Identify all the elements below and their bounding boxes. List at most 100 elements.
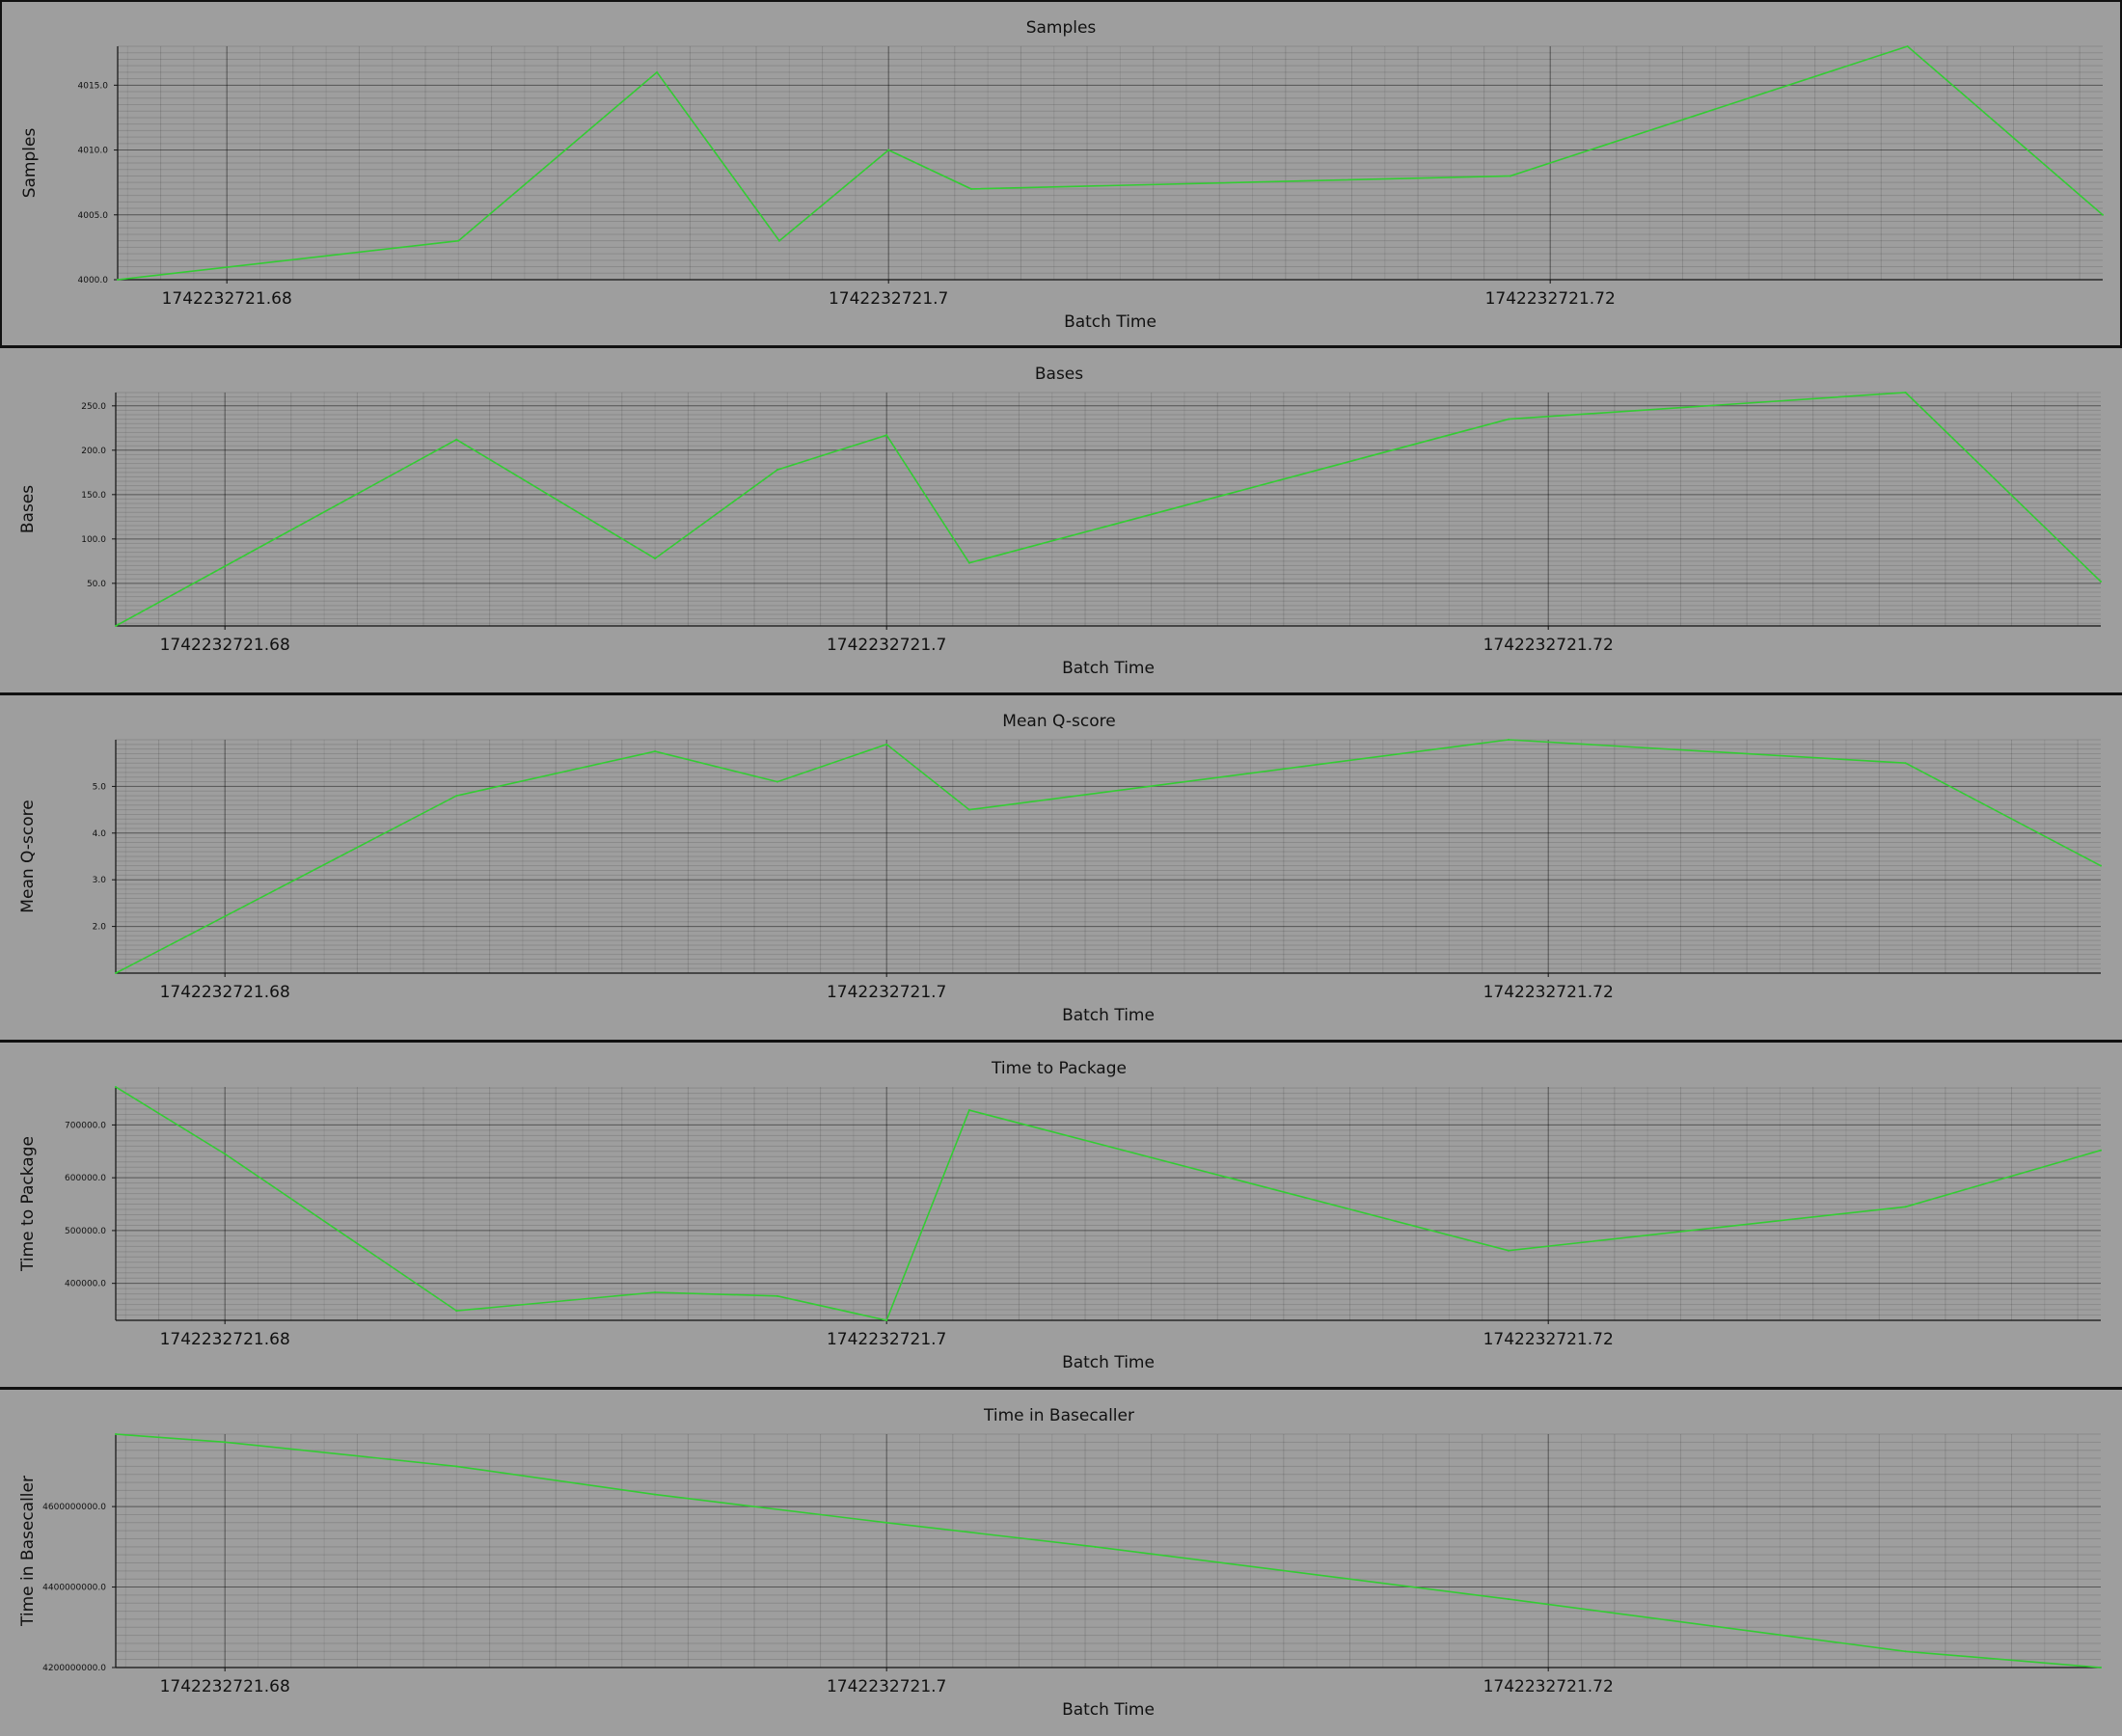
y-tick-label: 4015.0	[78, 81, 109, 91]
data-point	[885, 1521, 888, 1524]
data-point	[1906, 45, 1909, 47]
y-tick-label: 600000.0	[65, 1174, 106, 1183]
data-point	[115, 972, 117, 974]
major-gridlines	[116, 740, 2101, 973]
series-line	[115, 392, 2102, 627]
data-point	[1510, 175, 1512, 177]
data-point	[224, 1153, 227, 1155]
y-tick-label: 400000.0	[65, 1280, 106, 1289]
y-axis-label: Bases	[18, 485, 38, 533]
data-point	[969, 187, 972, 190]
y-tick-label: 4600000000.0	[42, 1503, 106, 1512]
data-point	[115, 1086, 117, 1088]
major-gridlines	[116, 1434, 2101, 1668]
x-axis-label: Batch Time	[1062, 1700, 1155, 1720]
data-point	[2100, 1149, 2102, 1152]
data-point	[2100, 1667, 2102, 1668]
time-to-package-chart: Time to Package Batch Time Time to Package…	[18, 1059, 2102, 1372]
y-tick-label: 4200000000.0	[42, 1664, 106, 1673]
data-point	[967, 1109, 970, 1112]
y-tick-label: 4010.0	[78, 147, 109, 156]
data-point	[654, 557, 657, 560]
x-tick-label: 1742232721.68	[160, 636, 290, 655]
data-point	[1094, 1545, 1097, 1548]
series-line	[115, 1433, 2102, 1668]
x-tick-label: 1742232721.7	[827, 1330, 946, 1349]
panel-divider	[0, 345, 2122, 348]
panel-time-in-basecaller[interactable]: Time in Basecaller Batch Time Time in Base…	[0, 1390, 2122, 1736]
major-gridlines	[116, 393, 2101, 626]
x-tick-label: 1742232721.7	[829, 289, 948, 309]
data-point	[656, 70, 659, 73]
panel-divider	[0, 1387, 2122, 1390]
minor-gridlines	[118, 45, 2103, 281]
data-point	[2100, 580, 2102, 583]
y-tick-label: 150.0	[81, 491, 106, 501]
x-axis-label: Batch Time	[1062, 1006, 1155, 1025]
minor-gridlines	[116, 1433, 2101, 1668]
y-tick-label: 4000.0	[78, 276, 109, 285]
data-point	[1904, 762, 1907, 765]
minor-gridlines	[116, 739, 2101, 974]
data-point	[457, 239, 460, 242]
data-point	[778, 239, 780, 242]
y-tick-label: 700000.0	[65, 1121, 106, 1130]
data-point	[1904, 1650, 1907, 1653]
panel-time-to-package[interactable]: Time to Package Batch Time Time to Package…	[0, 1043, 2122, 1388]
panel-mean-qscore[interactable]: Mean Q-score Batch Time Mean Q-score 174223…	[0, 695, 2122, 1041]
data-point	[117, 279, 119, 281]
chart-title: Mean Q-score	[1002, 712, 1115, 731]
x-axis-label: Batch Time	[1062, 659, 1155, 678]
bases-chart: Bases Batch Time Bases 1742232721.68 1742232…	[18, 365, 2102, 678]
x-tick-label: 1742232721.72	[1483, 636, 1614, 655]
panel-bases[interactable]: Bases Batch Time Bases 1742232721.68 1742232…	[0, 348, 2122, 693]
x-tick-label: 1742232721.68	[160, 1330, 290, 1349]
minor-gridlines	[116, 1087, 2101, 1321]
x-tick-label: 1742232721.7	[827, 636, 946, 655]
data-point	[654, 750, 657, 753]
data-point	[887, 149, 890, 151]
y-tick-label: 4005.0	[78, 211, 109, 221]
y-tick-label: 2.0	[93, 923, 107, 933]
data-point	[776, 469, 778, 472]
y-tick-label: 200.0	[81, 447, 106, 456]
y-tick-label: 4.0	[93, 829, 107, 839]
data-point	[885, 434, 888, 437]
series-line	[115, 1086, 2102, 1321]
panel-samples[interactable]: Samples Batch Time Samples 1742232721.68 174…	[0, 0, 2122, 347]
chart-title: Time to Package	[991, 1059, 1127, 1078]
x-tick-label: 1742232721.72	[1483, 983, 1614, 1002]
data-point	[967, 808, 970, 811]
x-tick-label: 1742232721.72	[1483, 1677, 1614, 1696]
data-point	[654, 1493, 657, 1496]
x-tick-label: 1742232721.68	[160, 983, 290, 1002]
data-point	[455, 1310, 458, 1313]
chart-title: Bases	[1035, 365, 1083, 384]
y-tick-label: 50.0	[87, 580, 106, 589]
chart-title: Samples	[1026, 18, 1097, 38]
data-point	[1508, 739, 1510, 741]
y-tick-label: 100.0	[81, 535, 106, 545]
chart-title: Time in Basecaller	[983, 1406, 1134, 1425]
data-point	[115, 1433, 117, 1435]
mean-qscore-chart: Mean Q-score Batch Time Mean Q-score 174223…	[18, 712, 2102, 1025]
minor-gridlines	[116, 392, 2101, 626]
x-tick-label: 1742232721.68	[160, 1677, 290, 1696]
data-point	[1904, 392, 1907, 393]
data-point	[885, 743, 888, 746]
major-gridlines	[116, 1087, 2101, 1320]
y-tick-label: 500000.0	[65, 1227, 106, 1236]
data-point	[776, 780, 778, 783]
data-point	[455, 1465, 458, 1468]
y-axis-label: Time to Package	[18, 1136, 38, 1272]
y-axis-label: Mean Q-score	[18, 800, 38, 912]
data-point	[776, 1294, 778, 1297]
time-in-basecaller-chart: Time in Basecaller Batch Time Time in Base…	[18, 1406, 2102, 1720]
data-point	[455, 795, 458, 798]
y-tick-label: 4400000000.0	[42, 1584, 106, 1593]
y-axis-label: Samples	[20, 128, 40, 199]
x-axis-label: Batch Time	[1062, 1353, 1155, 1372]
data-point	[967, 561, 970, 564]
data-point	[115, 625, 117, 627]
